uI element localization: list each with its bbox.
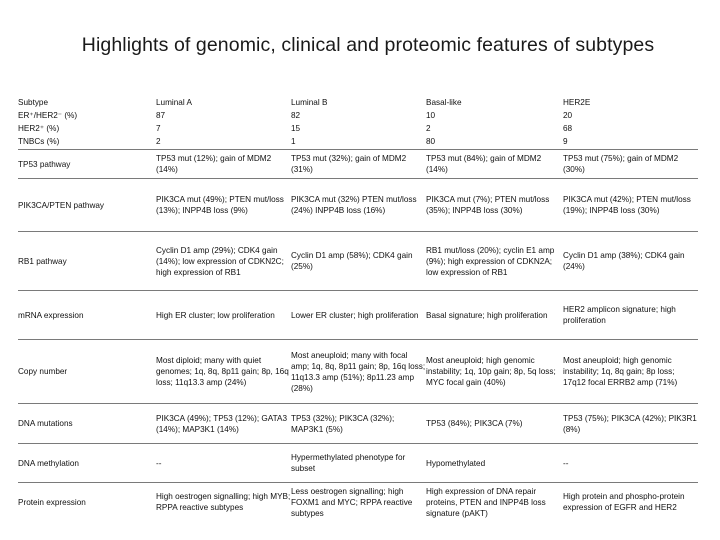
row-label: RB1 pathway — [18, 256, 67, 266]
table-cell: Cyclin D1 amp (38%); CDK4 gain (24%) — [563, 251, 685, 271]
table-cell: HER2 amplicon signature; high proliferat… — [563, 305, 676, 325]
table-cell: PIK3CA mut (32%) PTEN mut/loss (24%) INP… — [291, 195, 417, 215]
table-cell: High protein and phospho-protein express… — [563, 492, 685, 512]
row-label: Copy number — [18, 367, 68, 376]
row-label: DNA methylation — [18, 458, 79, 468]
table-cell: 82 — [291, 110, 301, 120]
row-label: Protein expression — [18, 497, 86, 507]
table-cell: Most aneuploid; many with focal amp; 1q,… — [291, 350, 426, 393]
table-cell: 7 — [156, 123, 161, 133]
table-cell: RB1 mut/loss (20%); cyclin E1 amp (9%); … — [426, 245, 555, 277]
row-label: TP53 pathway — [18, 159, 71, 169]
table-cell: Most aneuploid; high genomic instability… — [426, 356, 556, 387]
row-label: mRNA expression — [18, 310, 84, 320]
header-luminal-a: Luminal A — [156, 97, 192, 107]
header-her2e: HER2E — [563, 97, 591, 107]
table-row-rb1-pathway: RB1 pathway Cyclin D1 amp (29%); CDK4 ga… — [18, 232, 698, 291]
row-label: PIK3CA/PTEN pathway — [18, 200, 105, 210]
table-cell: PIK3CA (49%); TP53 (12%); GATA3 (14%); M… — [156, 413, 288, 434]
table-cell: 15 — [291, 123, 301, 133]
table-cell: TP53 (32%); PIK3CA (32%); MAP3K1 (5%) — [291, 413, 395, 434]
table-cell: 68 — [563, 123, 573, 133]
table-cell: 20 — [563, 110, 573, 120]
table-cell: TP53 (75%); PIK3CA (42%); PIK3R1 (8%) — [563, 413, 697, 434]
table-cell: TP53 mut (75%); gain of MDM2 (30%) — [563, 154, 679, 174]
table-cell: TP53 mut (32%); gain of MDM2 (31%) — [291, 154, 407, 174]
table-cell: 9 — [563, 136, 568, 146]
table-cell: 10 — [426, 110, 436, 120]
table-cell: High expression of DNA repair proteins, … — [426, 486, 546, 518]
table-cell: TP53 (84%); PIK3CA (7%) — [426, 419, 523, 428]
row-label: TNBCs (%) — [18, 136, 60, 146]
row-label: DNA mutations — [18, 419, 73, 428]
table-cell: -- — [563, 458, 569, 468]
header-basal-like: Basal-like — [426, 97, 462, 107]
stat-row-tnbc: TNBCs (%) 2 1 80 9 — [18, 135, 698, 147]
table-cell: Hypomethylated — [426, 458, 486, 468]
table-row-pik3ca-pten-pathway: PIK3CA/PTEN pathway PIK3CA mut (49%); PT… — [18, 179, 698, 232]
table-row-copy-number: Copy number Most diploid; many with quie… — [18, 340, 698, 404]
table-cell: TP53 mut (84%); gain of MDM2 (14%) — [426, 154, 542, 174]
table-header-row: Subtype Luminal A Luminal B Basal-like H… — [18, 96, 698, 108]
table-cell: 87 — [156, 110, 166, 120]
table-cell: 80 — [426, 136, 436, 146]
table-row-dna-mutations: DNA mutations PIK3CA (49%); TP53 (12%); … — [18, 404, 698, 444]
header-label: Subtype — [18, 97, 49, 107]
table-cell: Cyclin D1 amp (58%); CDK4 gain (25%) — [291, 251, 413, 271]
row-label: HER2⁺ (%) — [18, 123, 60, 133]
table-cell: -- — [156, 458, 162, 468]
table-row-tp53-pathway: TP53 pathway TP53 mut (12%); gain of MDM… — [18, 150, 698, 179]
stat-row-er-pos: ER⁺/HER2⁻ (%) 87 82 10 20 — [18, 109, 698, 121]
table-cell: Basal signature; high proliferation — [426, 310, 548, 320]
table-cell: 1 — [291, 136, 296, 146]
table-cell: Most diploid; many with quiet genomes; 1… — [156, 356, 289, 387]
table-row-mrna-expression: mRNA expression High ER cluster; low pro… — [18, 291, 698, 340]
table-cell: Most aneuploid; high genomic instability… — [563, 356, 678, 387]
table-cell: PIK3CA mut (7%); PTEN mut/loss (35%); IN… — [426, 195, 550, 215]
table-cell: 2 — [426, 123, 431, 133]
table-cell: Cyclin D1 amp (29%); CDK4 gain (14%); lo… — [156, 245, 284, 277]
table-cell: Lower ER cluster; high proliferation — [291, 310, 419, 320]
table-cell: Hypermethylated phenotype for subset — [291, 453, 406, 473]
stat-row-her2-pos: HER2⁺ (%) 7 15 2 68 — [18, 122, 698, 134]
slide-title: Highlights of genomic, clinical and prot… — [81, 34, 655, 56]
table-row-protein-expression: Protein expression High oestrogen signal… — [18, 483, 698, 521]
table-cell: PIK3CA mut (42%); PTEN mut/loss (19%); I… — [563, 195, 691, 215]
table-cell: High ER cluster; low proliferation — [156, 310, 275, 320]
header-luminal-b: Luminal B — [291, 97, 328, 107]
table-row-dna-methylation: DNA methylation -- Hypermethylated pheno… — [18, 444, 698, 483]
row-label: ER⁺/HER2⁻ (%) — [18, 110, 78, 120]
subtype-summary-block: Subtype Luminal A Luminal B Basal-like H… — [18, 96, 698, 150]
table-cell: High oestrogen signalling; high MYB; RPP… — [156, 492, 291, 512]
table-cell: PIK3CA mut (49%); PTEN mut/loss (13%); I… — [156, 195, 284, 215]
table-cell: 2 — [156, 136, 161, 146]
table-cell: TP53 mut (12%); gain of MDM2 (14%) — [156, 154, 272, 174]
table-cell: Less oestrogen signalling; high FOXM1 an… — [291, 486, 413, 518]
